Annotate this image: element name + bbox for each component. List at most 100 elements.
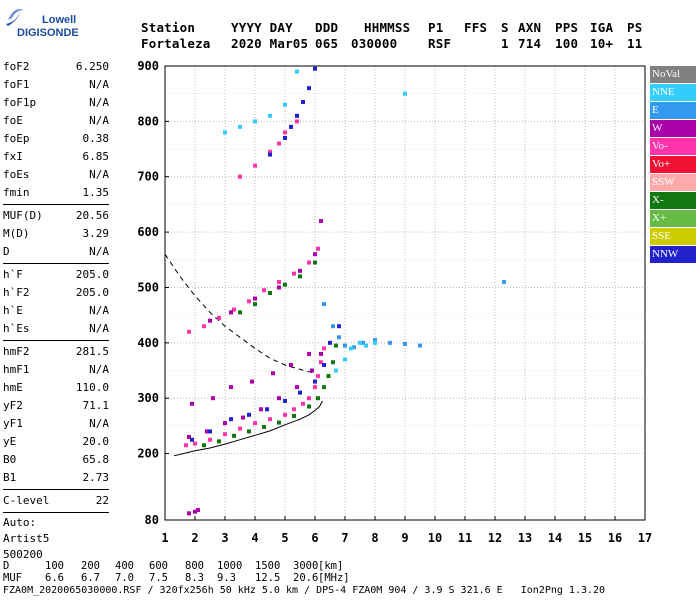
header-value: 1 [501,36,509,51]
param-value: N/A [89,322,109,335]
data-point [283,135,287,140]
data-point [322,362,326,367]
param-row: B1 2.73 [3,469,109,487]
data-point [337,324,341,329]
data-point [190,437,194,442]
data-point [349,346,353,351]
x-tick-label: 3 [221,531,228,545]
data-point [358,340,362,345]
param-key: h`Es [3,322,30,335]
legend-item: E [650,102,696,119]
data-point [313,66,317,71]
param-key: yF1 [3,417,23,430]
footer-unit: [km] [318,560,344,572]
param-value: N/A [89,114,109,127]
footer-unit: [MHz] [318,572,350,584]
data-point [205,429,209,434]
param-row: foE N/A [3,112,109,130]
header-value: Fortaleza [141,36,211,51]
param-value: N/A [89,245,109,258]
param-value: 2.73 [82,471,110,484]
data-point [328,340,332,345]
data-point [187,434,191,439]
data-point [307,396,311,401]
data-point [283,102,287,107]
data-point [223,421,227,426]
x-tick-label: 4 [251,531,258,545]
data-point [289,124,293,129]
data-point [310,368,314,373]
footer-value: 200 [81,560,100,572]
data-point [232,307,236,312]
data-point [229,310,233,315]
data-point [322,346,326,351]
header-value: 11 [627,36,643,51]
data-point [292,271,296,276]
data-point [190,401,194,406]
x-tick-label: 13 [518,531,532,545]
param-row: yF2 71.1 [3,397,109,415]
data-point [247,299,251,304]
auto-scaling-text: Artist5 [3,532,50,545]
param-value: 20.56 [75,209,109,222]
data-point [316,396,320,401]
data-point [331,360,335,365]
header-label: DDD [315,20,339,35]
param-key: foEs [3,168,30,181]
param-key: M(D) [3,227,30,240]
data-point [292,413,296,418]
param-row: fxI 6.85 [3,148,109,166]
data-point [223,432,227,437]
param-key: foE [3,114,23,127]
y-tick-label: 80 [145,513,159,527]
footer-value: 400 [115,560,134,572]
param-key: B0 [3,453,17,466]
data-point [184,443,188,448]
header-label: AXN [518,20,542,35]
y-tick-label: 900 [137,59,159,73]
y-tick-label: 500 [137,280,159,294]
data-point [202,324,206,329]
data-point [238,124,242,129]
param-value: 205.0 [75,286,109,299]
param-key: C-level [3,494,50,507]
header-label: PPS [555,20,579,35]
data-point [283,282,287,287]
legend-item: W [650,120,696,137]
data-point [193,441,197,446]
data-point [326,374,331,379]
param-separator [3,512,109,513]
param-key: yE [3,435,17,448]
y-tick-label: 600 [137,225,159,239]
data-point [295,113,299,118]
param-value: N/A [89,78,109,91]
header-label: P1 [428,20,444,35]
data-point [196,508,200,513]
param-key: yF2 [3,399,23,412]
legend-item: SSE [650,228,696,245]
data-point [334,343,338,348]
profile-curve [173,400,323,457]
param-row: hmE 110.0 [3,379,109,397]
param-row: yE 20.0 [3,433,109,451]
legend-item: NNW [650,246,696,263]
param-value: 0.38 [82,132,110,145]
data-point [211,396,215,401]
footer-value: 9.3 [217,572,236,584]
param-separator [3,263,109,264]
data-point [277,141,281,146]
footer-row-label: MUF [3,572,22,584]
param-row: h`Es N/A [3,320,109,338]
data-point [202,443,206,448]
param-row: h`E N/A [3,302,109,320]
header-value: 030000 [351,36,398,51]
footer-value: 6.6 [45,572,64,584]
footer-value: 20.6 [293,572,319,584]
footer-value: 600 [149,560,168,572]
data-point [343,357,347,362]
logo-line2: DIGISONDE [17,27,79,39]
param-value: 3.29 [82,227,110,240]
x-tick-label: 5 [281,531,288,545]
param-row: M(D) 3.29 [3,225,109,243]
data-point [247,412,251,417]
